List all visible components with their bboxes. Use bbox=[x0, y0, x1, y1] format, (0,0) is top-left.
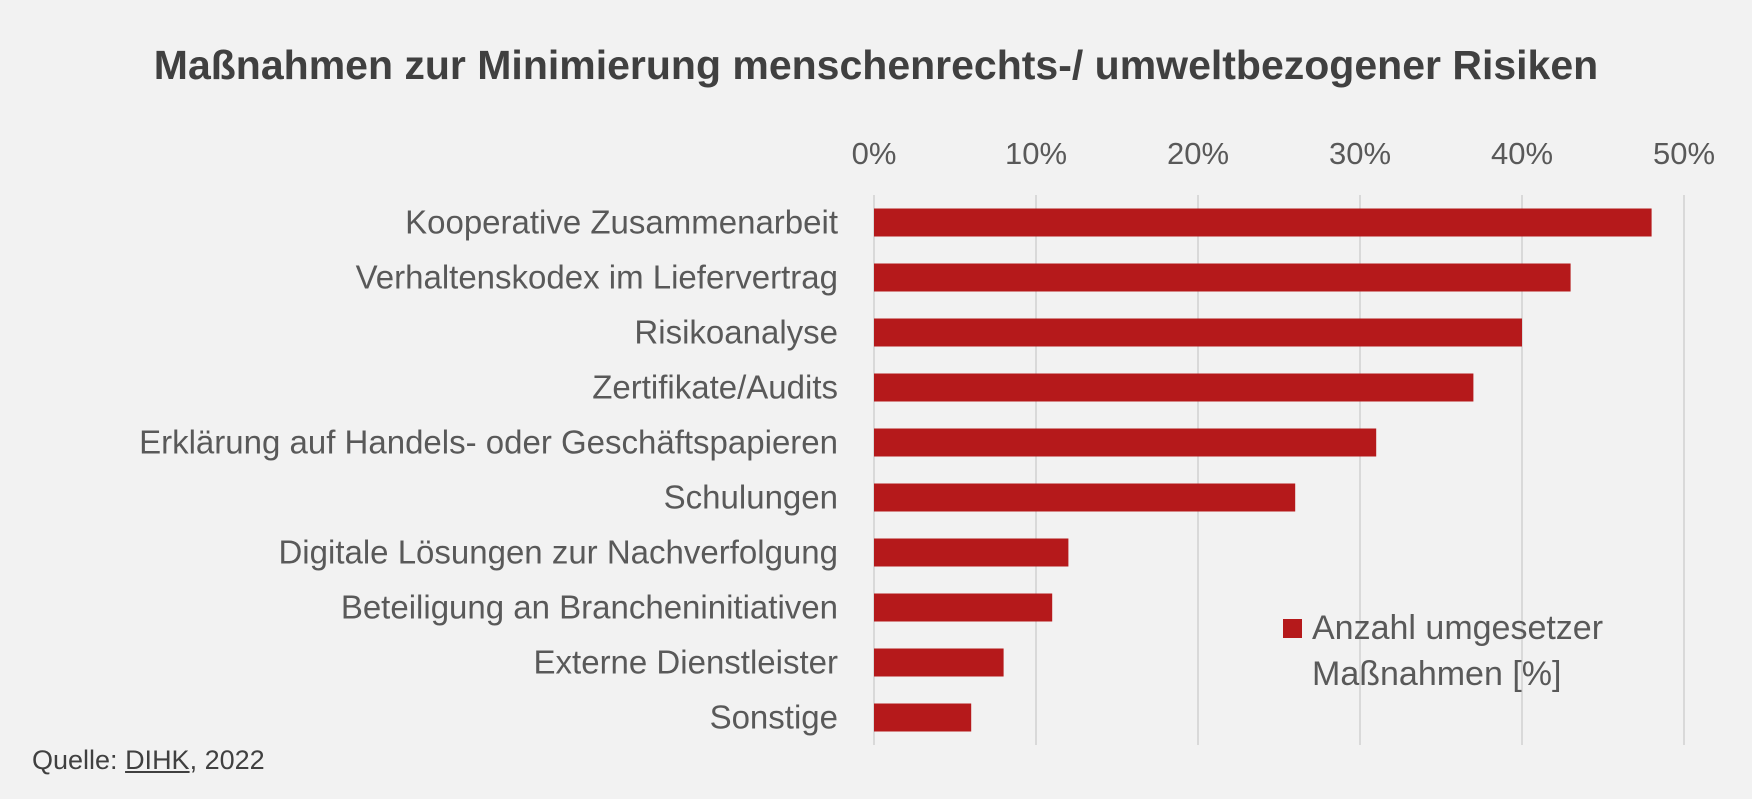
source-suffix: , 2022 bbox=[189, 745, 265, 775]
bar bbox=[874, 703, 972, 732]
category-label: Digitale Lösungen zur Nachverfolgung bbox=[278, 534, 838, 571]
bar bbox=[874, 593, 1053, 622]
bar bbox=[874, 428, 1377, 457]
legend-swatch bbox=[1283, 619, 1302, 638]
x-tick-label: 10% bbox=[1005, 136, 1067, 171]
category-label: Externe Dienstleister bbox=[534, 644, 838, 681]
bar bbox=[874, 208, 1652, 237]
legend: Anzahl umgesetzer Maßnahmen [%] bbox=[1283, 605, 1652, 697]
bar bbox=[874, 648, 1004, 677]
x-tick-label: 50% bbox=[1653, 136, 1715, 171]
category-label: Erklärung auf Handels- oder Geschäftspap… bbox=[139, 424, 838, 461]
source-prefix: Quelle: bbox=[32, 745, 126, 775]
bar bbox=[874, 538, 1069, 567]
bar bbox=[874, 318, 1522, 347]
category-label: Zertifikate/Audits bbox=[592, 369, 838, 406]
bar bbox=[874, 263, 1571, 292]
category-label: Schulungen bbox=[664, 479, 838, 516]
chart-title: Maßnahmen zur Minimierung menschenrechts… bbox=[153, 42, 1599, 88]
x-tick-label: 20% bbox=[1167, 136, 1229, 171]
bar bbox=[874, 373, 1474, 402]
category-label: Verhaltenskodex im Liefervertrag bbox=[356, 259, 838, 296]
category-label: Kooperative Zusammenarbeit bbox=[405, 204, 838, 241]
x-tick-label: 30% bbox=[1329, 136, 1391, 171]
source-link[interactable]: DIHK bbox=[125, 745, 190, 775]
bar bbox=[874, 483, 1296, 512]
source-note: Quelle: DIHK, 2022 bbox=[32, 745, 265, 776]
x-tick-label: 0% bbox=[852, 136, 897, 171]
category-label: Risikoanalyse bbox=[634, 314, 838, 351]
legend-label: Anzahl umgesetzer Maßnahmen [%] bbox=[1312, 609, 1604, 693]
x-tick-label: 40% bbox=[1491, 136, 1553, 171]
category-label: Sonstige bbox=[710, 699, 838, 736]
category-label: Beteiligung an Brancheninitiativen bbox=[341, 589, 838, 626]
